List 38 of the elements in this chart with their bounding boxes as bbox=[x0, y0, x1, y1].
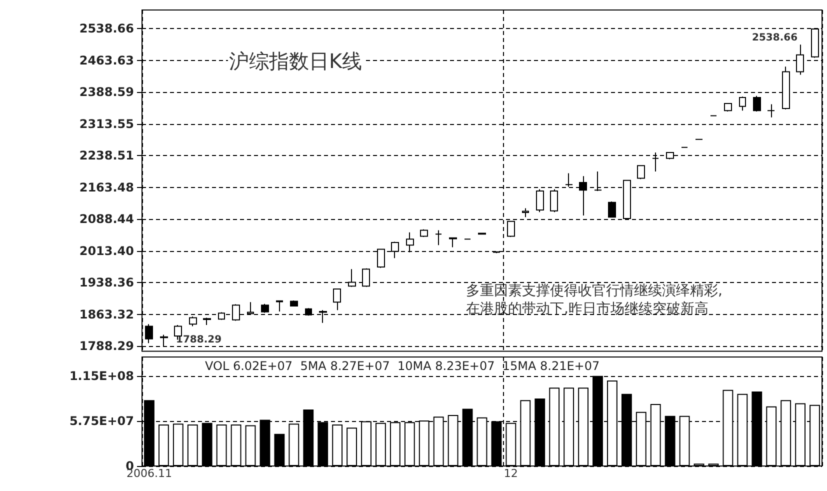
y-tick-label: 2088.44 bbox=[79, 212, 134, 226]
x-tick-label: 12 bbox=[504, 467, 518, 480]
y-tick-label: 1788.29 bbox=[79, 339, 134, 353]
candlestick bbox=[724, 102, 732, 112]
candlestick bbox=[550, 188, 558, 213]
candlestick bbox=[478, 232, 486, 236]
y-tick-label: 2163.48 bbox=[79, 180, 134, 194]
candlestick bbox=[420, 228, 428, 238]
candlestick bbox=[333, 288, 341, 311]
y-tick-label: 2463.63 bbox=[79, 53, 134, 68]
text: 沪综指数日K线 bbox=[229, 49, 362, 73]
candlestick bbox=[435, 230, 442, 246]
y-tick-label: 2013.40 bbox=[79, 244, 134, 258]
x-tick-label: 2006.11 bbox=[126, 467, 172, 480]
annotation: 多重因素支撑使得收官行情继续演绎精彩, bbox=[466, 283, 722, 299]
candlestick bbox=[145, 324, 153, 344]
candlestick bbox=[536, 188, 544, 213]
candlestick bbox=[203, 317, 211, 326]
candlestick bbox=[739, 96, 746, 112]
candlestick bbox=[637, 165, 645, 180]
annotation: 2538.66 bbox=[752, 32, 798, 44]
candlestick bbox=[276, 300, 283, 312]
candlestick bbox=[290, 300, 298, 307]
candlestick bbox=[565, 172, 573, 188]
y-tick-label: 1863.32 bbox=[79, 307, 134, 322]
candlestick bbox=[522, 208, 529, 218]
y-tick-label: 1938.36 bbox=[79, 276, 134, 290]
y-tick-label: 1.15E+08 bbox=[69, 368, 134, 383]
y-tick-label: 2238.51 bbox=[79, 148, 134, 163]
y-tick-label: 2313.55 bbox=[79, 116, 134, 131]
y-tick-label: 2388.59 bbox=[79, 85, 134, 100]
annotation: VOL 6.02E+07 5MA 8.27E+07 10MA 8.23E+07 15MA 8.21E+07 bbox=[205, 359, 600, 373]
candlestick bbox=[449, 236, 457, 248]
y-tick-label: 2538.66 bbox=[79, 22, 134, 36]
candlestick bbox=[753, 95, 761, 112]
candlestick bbox=[767, 104, 775, 118]
annotation: 1788.29 bbox=[176, 334, 222, 346]
y-tick-label: 5.75E+07 bbox=[69, 414, 134, 428]
